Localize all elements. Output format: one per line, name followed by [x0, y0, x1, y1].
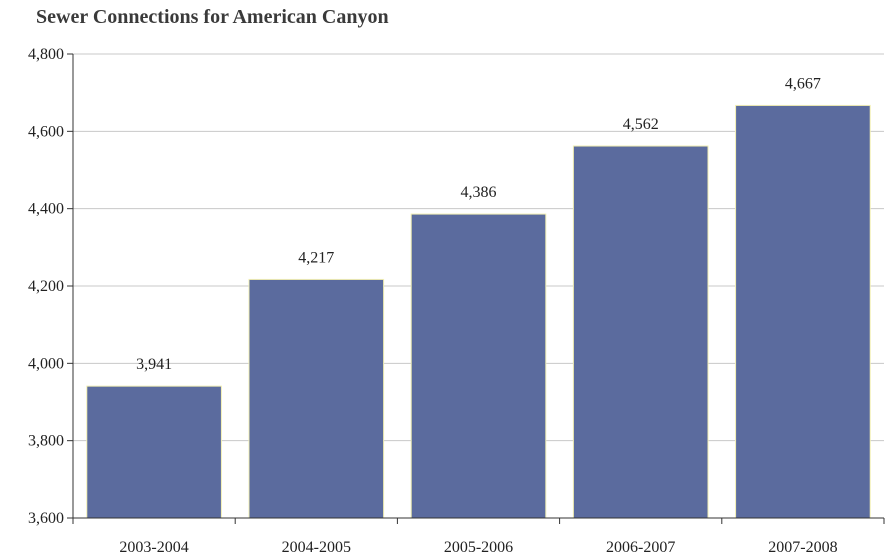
y-tick-label: 3,600	[28, 510, 64, 527]
y-tick-label: 4,200	[28, 278, 64, 295]
bar-2006-2007	[572, 145, 709, 519]
data-label: 4,217	[298, 249, 334, 266]
y-tick-label: 3,800	[28, 433, 64, 450]
bar-2004-2005	[248, 278, 385, 519]
data-label: 3,941	[136, 356, 172, 373]
data-label: 4,667	[785, 75, 821, 92]
x-tick-label: 2003-2004	[119, 539, 188, 556]
x-tick-label: 2006-2007	[606, 539, 675, 556]
bar-2007-2008	[735, 104, 871, 519]
bars	[86, 104, 871, 519]
y-tick-label: 4,600	[28, 123, 64, 140]
data-label: 4,562	[623, 116, 659, 133]
x-axis: 2003-2004 2004-2005 2005-2006 2006-2007 2007…	[72, 517, 885, 556]
data-label: 4,386	[461, 184, 497, 201]
y-axis: 3,600 3,800 4,000 4,200 4,400 4,600 4,800	[28, 46, 74, 527]
data-labels: 3,941 4,217 4,386 4,562 4,667	[136, 75, 821, 373]
y-tick-label: 4,800	[28, 46, 64, 63]
y-tick-label: 4,000	[28, 355, 64, 372]
x-tick-label: 2007-2008	[768, 539, 837, 556]
bar-2005-2006	[410, 213, 547, 519]
x-tick-label: 2005-2006	[444, 539, 513, 556]
bar-2003-2004	[86, 385, 222, 519]
x-tick-label: 2004-2005	[282, 539, 351, 556]
y-tick-label: 4,400	[28, 201, 64, 218]
chart-title: Sewer Connections for American Canyon	[36, 6, 389, 28]
